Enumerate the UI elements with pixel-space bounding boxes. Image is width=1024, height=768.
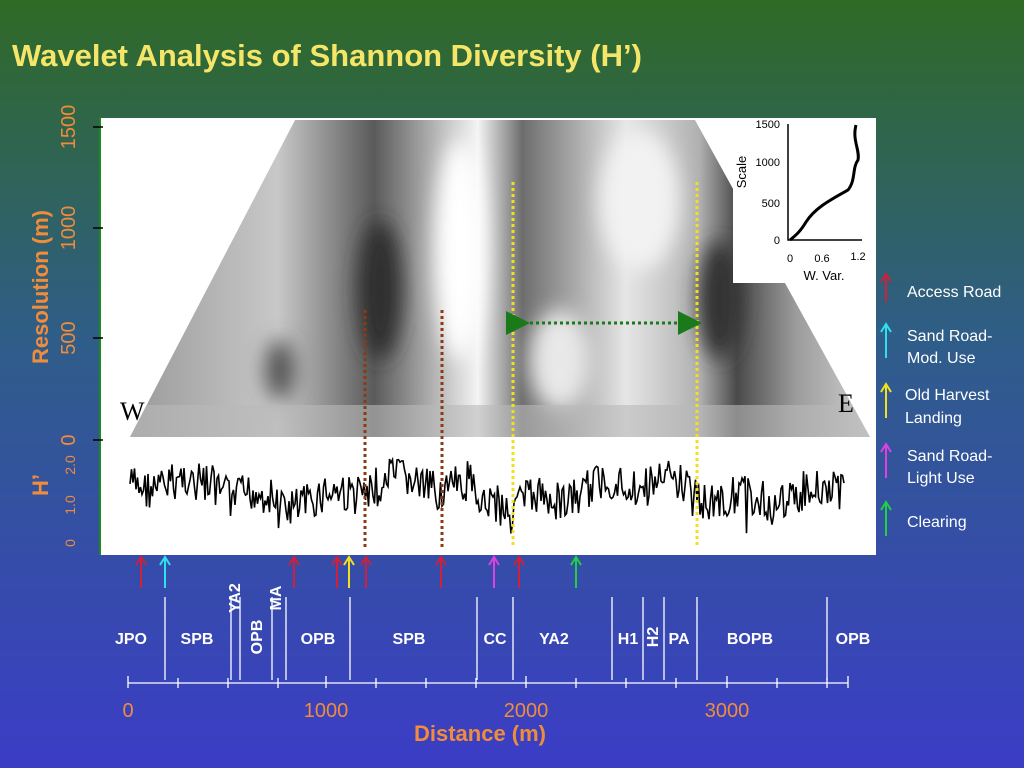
site-arrow bbox=[343, 555, 355, 588]
legend-label: Sand Road- bbox=[907, 448, 992, 465]
legend-label: Mod. Use bbox=[907, 350, 976, 367]
inset-y-tick: 500 bbox=[762, 198, 780, 210]
segment-label: H2 bbox=[645, 627, 662, 648]
h-tick: 0 bbox=[62, 539, 78, 547]
h-tick: 2.0 bbox=[62, 455, 78, 475]
west-label: W bbox=[120, 397, 145, 426]
legend-label: Landing bbox=[905, 410, 962, 427]
inset-y-tick: 0 bbox=[774, 235, 780, 247]
site-arrow bbox=[331, 555, 343, 588]
inset-y-label: Scale bbox=[734, 156, 749, 189]
site-arrow bbox=[570, 555, 582, 588]
dotted-lines bbox=[363, 182, 702, 548]
resolution-label: Resolution (m) bbox=[28, 210, 53, 364]
legend-label: Access Road bbox=[907, 284, 1001, 301]
segment-label: CC bbox=[483, 631, 507, 648]
segment-label: BOPB bbox=[727, 631, 773, 648]
distance-tick: 1000 bbox=[304, 700, 349, 722]
site-arrow bbox=[513, 555, 525, 588]
inset-x-tick: 0 bbox=[787, 253, 793, 265]
segment-label: SPB bbox=[393, 631, 426, 648]
legend-label: Clearing bbox=[907, 514, 967, 531]
inset-axes bbox=[787, 124, 862, 241]
title: Wavelet Analysis of Shannon Diversity (H… bbox=[12, 38, 642, 73]
inset-x-tick: 0.6 bbox=[814, 253, 829, 265]
inset-curve bbox=[789, 124, 860, 242]
site-arrows bbox=[135, 555, 582, 588]
inset-x-tick: 1.2 bbox=[850, 251, 865, 263]
legend-label: Old Harvest bbox=[905, 387, 990, 404]
legend-arrows bbox=[880, 272, 892, 536]
resolution-tick: 1000 bbox=[58, 206, 80, 251]
distance-tick: 2000 bbox=[504, 700, 549, 722]
distance-tick: 0 bbox=[122, 700, 133, 722]
site-arrow bbox=[159, 555, 171, 588]
segment-label: YA2 bbox=[227, 583, 244, 613]
segment-label: H1 bbox=[618, 631, 639, 648]
resolution-tick: 1500 bbox=[58, 105, 80, 150]
resolution-tick: 0 bbox=[58, 434, 80, 445]
inset-y-tick: 1500 bbox=[756, 119, 780, 131]
distance-label: Distance (m) bbox=[414, 721, 546, 746]
legend-label: Light Use bbox=[907, 470, 975, 487]
east-label: E bbox=[838, 389, 854, 418]
site-arrow bbox=[435, 555, 447, 588]
h-label: H’ bbox=[28, 474, 53, 496]
legend-label: Sand Road- bbox=[907, 328, 992, 345]
distance-tick-marks bbox=[127, 676, 849, 688]
segment-label: YA2 bbox=[539, 631, 569, 648]
segment-label: SPB bbox=[181, 631, 214, 648]
site-arrow bbox=[135, 555, 147, 588]
resolution-tick: 500 bbox=[58, 321, 80, 354]
segment-label: JPO bbox=[115, 631, 147, 648]
inset-panel bbox=[733, 118, 871, 283]
segment-label: OPB bbox=[249, 620, 266, 655]
segment-label: PA bbox=[668, 631, 689, 648]
h-prime-trace bbox=[129, 456, 845, 534]
site-arrow bbox=[288, 555, 300, 588]
inset-x-label: W. Var. bbox=[804, 268, 845, 283]
distance-tick: 3000 bbox=[705, 700, 750, 722]
segment-label: MA bbox=[268, 585, 285, 610]
site-arrow bbox=[488, 555, 500, 588]
resolution-tick-marks bbox=[93, 126, 103, 441]
segment-separators bbox=[128, 597, 848, 684]
segment-label: OPB bbox=[301, 631, 336, 648]
site-arrow bbox=[360, 555, 372, 588]
inset-y-tick: 1000 bbox=[756, 157, 780, 169]
h-tick: 1.0 bbox=[62, 495, 78, 515]
segment-label: OPB bbox=[836, 631, 871, 648]
